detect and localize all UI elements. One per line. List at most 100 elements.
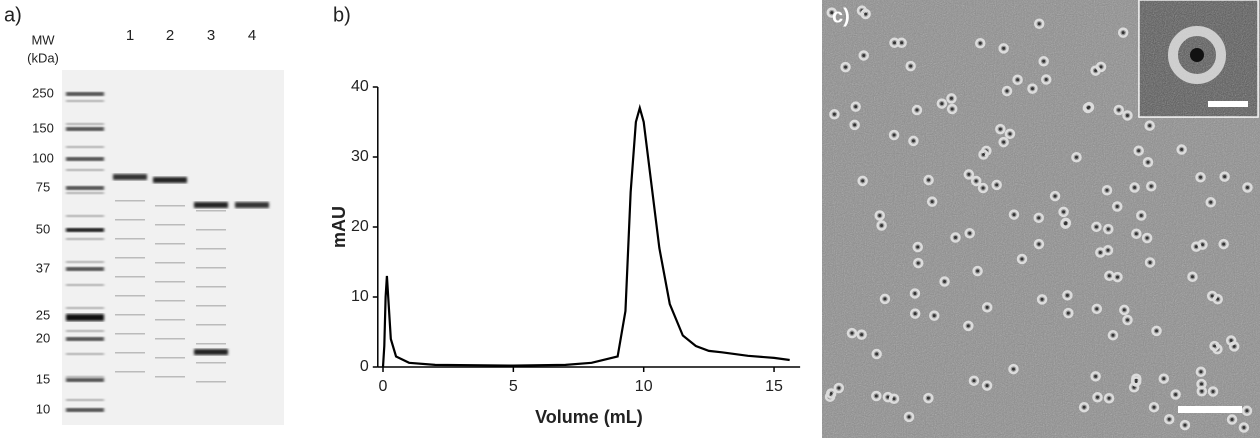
ladder-label: 20	[36, 330, 50, 345]
particle-core	[892, 133, 896, 137]
particle	[1001, 85, 1013, 97]
particle-core	[1211, 390, 1215, 394]
particle	[1071, 151, 1082, 163]
particle-core	[1200, 389, 1204, 393]
lane-label: 2	[166, 27, 174, 44]
particle-core	[926, 396, 930, 400]
ladder-band	[66, 92, 104, 96]
faint-band	[196, 343, 226, 345]
particle-core	[1134, 379, 1138, 383]
particle-core	[1152, 405, 1156, 409]
particle-core	[853, 123, 857, 127]
particle-core	[1008, 132, 1012, 136]
particle-core	[1149, 184, 1153, 188]
particle	[1033, 18, 1045, 29]
particle	[936, 98, 948, 109]
particle	[950, 232, 961, 243]
particle	[1083, 101, 1095, 113]
x-tick-label: 15	[765, 378, 783, 395]
lane-label: 3	[207, 27, 215, 44]
particle-core	[1146, 160, 1150, 164]
particle	[928, 310, 940, 321]
particle	[981, 302, 993, 313]
protein-band	[153, 177, 187, 183]
particle-core	[878, 213, 882, 217]
particle-core	[932, 314, 936, 318]
particle-core	[1111, 333, 1115, 337]
particle	[909, 308, 921, 319]
particle-core	[1037, 216, 1041, 220]
particle-core	[1005, 89, 1009, 93]
particle	[991, 179, 1002, 191]
particle	[1033, 212, 1044, 224]
ladder-band	[66, 267, 104, 271]
scale-bar	[1208, 101, 1248, 107]
faint-band	[155, 243, 185, 245]
particle-core	[1107, 396, 1111, 400]
particle-core	[1148, 124, 1152, 128]
y-tick-label: 0	[360, 358, 369, 375]
particle-core	[943, 280, 947, 284]
particle-core	[1011, 367, 1015, 371]
particle-core	[1155, 329, 1159, 333]
particle	[926, 196, 938, 207]
ladder-label: 10	[36, 401, 50, 416]
particle	[1036, 294, 1048, 305]
particle	[1040, 74, 1052, 85]
lane-label: 1	[126, 27, 134, 44]
particle-core	[1145, 236, 1149, 240]
particle-core	[830, 11, 834, 15]
faint-band	[115, 352, 145, 354]
particle-core	[1229, 339, 1233, 343]
particle-core	[832, 112, 836, 116]
particle-core	[1012, 213, 1016, 217]
particle	[850, 101, 861, 112]
particle-core	[864, 12, 868, 16]
particle-core	[949, 96, 953, 100]
particle	[905, 60, 916, 72]
faint-band	[66, 215, 104, 217]
particle	[1027, 83, 1038, 94]
particle	[1117, 27, 1129, 38]
particle-core	[981, 153, 985, 157]
ladder-band	[66, 378, 104, 382]
particle	[963, 320, 974, 332]
particle-core	[1094, 69, 1098, 73]
particle	[912, 241, 924, 253]
particle	[903, 411, 915, 423]
faint-band	[115, 200, 145, 202]
particle	[1049, 190, 1061, 202]
lane-label: 4	[248, 27, 256, 44]
particle	[1241, 405, 1253, 417]
gel-bands	[66, 92, 269, 412]
particle-core	[1125, 113, 1129, 117]
particle	[1062, 290, 1073, 301]
particle-core	[1210, 294, 1214, 298]
particle	[833, 382, 845, 394]
particle-core	[909, 64, 913, 68]
particle-core	[916, 245, 920, 249]
particle	[1144, 120, 1155, 131]
ladder-band	[66, 228, 104, 232]
particle	[998, 136, 1009, 148]
particle-core	[1037, 242, 1041, 246]
particle-core	[1016, 78, 1020, 82]
ladder-band	[66, 408, 104, 412]
particle	[1078, 401, 1090, 413]
particle-core	[1162, 377, 1166, 381]
faint-band	[66, 261, 104, 263]
particle	[913, 257, 924, 269]
particle	[1119, 304, 1130, 316]
particle-core	[1094, 225, 1098, 229]
particle-core	[940, 102, 944, 106]
particle	[911, 104, 923, 116]
particle	[1146, 180, 1157, 192]
particle-core	[880, 223, 884, 227]
particle-core	[1087, 105, 1091, 109]
particle-core	[1044, 78, 1048, 82]
particle	[1038, 56, 1049, 67]
faint-band	[196, 324, 226, 326]
particle-core	[1139, 214, 1143, 218]
faint-band	[66, 146, 104, 148]
